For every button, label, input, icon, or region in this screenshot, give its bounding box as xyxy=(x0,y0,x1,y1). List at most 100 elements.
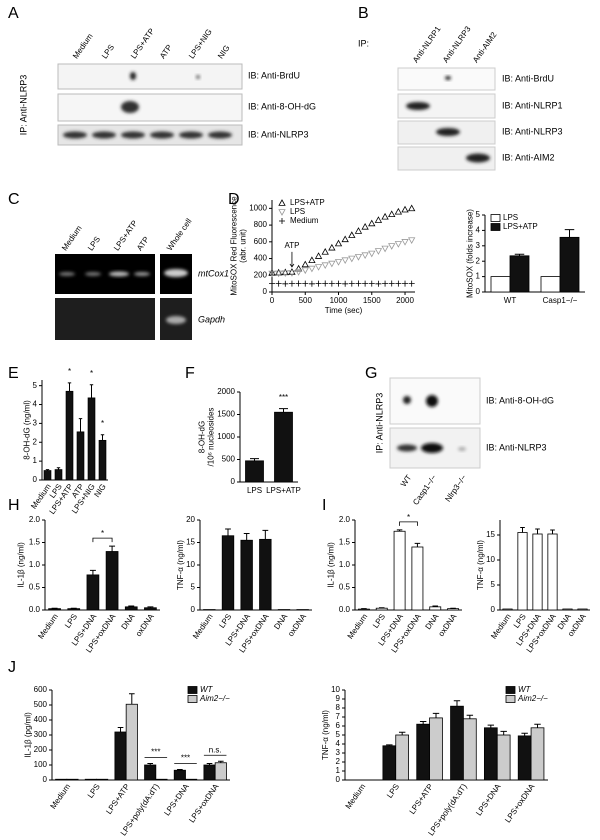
y-tick-label: 7 xyxy=(336,712,341,721)
y-tick-label: 100 xyxy=(34,760,48,769)
data-point xyxy=(321,262,329,270)
y-tick-label: 20 xyxy=(186,515,195,524)
lane-label: Whole cell xyxy=(165,217,194,253)
lane-label: Nlrp3−/− xyxy=(443,473,468,504)
bar xyxy=(214,762,227,781)
lane-label: ATP xyxy=(135,235,151,252)
bar xyxy=(502,608,513,611)
lane-label: LPS xyxy=(86,235,102,253)
data-point xyxy=(302,280,309,287)
data-point xyxy=(381,212,389,220)
ib-label: IB: Anti-NLRP3 xyxy=(248,129,309,139)
bands xyxy=(63,131,232,139)
y-tick-label: 5 xyxy=(33,381,38,390)
lane-label: oxDNA xyxy=(134,612,156,638)
bar xyxy=(185,778,198,781)
bar xyxy=(559,236,580,293)
lane-label: LPS+DNA xyxy=(474,782,503,818)
data-point xyxy=(368,219,376,227)
bar xyxy=(375,607,388,611)
bar xyxy=(429,606,442,611)
bar xyxy=(429,717,443,781)
y-tick-label: 500 xyxy=(222,455,236,464)
data-point xyxy=(288,280,295,287)
lane-label: DNA xyxy=(120,612,137,632)
bar xyxy=(395,734,410,781)
x-axis-label: Time (sec) xyxy=(325,306,363,315)
error-bar xyxy=(250,458,259,461)
y-tick-label: 3 xyxy=(336,748,341,757)
error-bar xyxy=(279,408,288,413)
error-bar xyxy=(521,732,528,736)
x-tick-label: 2000 xyxy=(396,296,414,305)
error-bar xyxy=(419,721,427,725)
bar xyxy=(144,764,157,781)
data-point xyxy=(361,252,369,260)
annotation: ATP xyxy=(284,241,299,250)
error-bar xyxy=(56,467,61,470)
legend-swatch xyxy=(490,223,501,231)
y-axis-label: TNF-α (ng/ml) xyxy=(176,540,185,590)
band xyxy=(458,447,466,451)
y-tick-label: 500 xyxy=(34,700,48,709)
y-axis-label: IL-1β (pg/ml) xyxy=(23,712,32,758)
x-tick-label: 500 xyxy=(299,296,313,305)
data-point xyxy=(294,269,303,276)
data-point xyxy=(341,235,349,243)
data-point xyxy=(268,270,276,278)
lane-label: Medium xyxy=(71,32,95,61)
y-tick-label: 0.5 xyxy=(29,583,41,592)
bar xyxy=(517,532,528,611)
error-bar xyxy=(78,418,83,432)
x-tick-label: 1500 xyxy=(363,296,381,305)
y-tick-label: 0 xyxy=(191,605,196,614)
y-tick-label: 600 xyxy=(34,685,48,694)
band xyxy=(166,316,186,324)
lane-label: Anti-NLRP3 xyxy=(441,24,473,64)
legend-label: Aim2−/− xyxy=(199,694,230,703)
y-tick-label: 200 xyxy=(34,745,48,754)
panel-letter: C xyxy=(8,191,20,208)
data-point xyxy=(315,280,322,287)
data-point xyxy=(374,216,383,223)
bar xyxy=(393,530,406,611)
error-bar xyxy=(520,527,525,533)
y-tick-label: 3 xyxy=(476,241,481,250)
error-bar xyxy=(177,769,183,771)
lane-label: oxDNA xyxy=(286,612,308,638)
bar xyxy=(173,769,186,781)
annotation: * xyxy=(90,369,93,378)
y-tick-label: 0 xyxy=(231,477,236,486)
data-point xyxy=(322,280,329,287)
data-point xyxy=(388,210,396,218)
spot xyxy=(196,75,200,79)
ib-label: IB: Anti-NLRP1 xyxy=(502,100,563,110)
error-bar xyxy=(414,542,421,547)
y-tick-label: 9 xyxy=(336,694,341,703)
data-point xyxy=(328,243,336,251)
bar xyxy=(96,778,109,781)
data-point xyxy=(368,250,376,258)
data-point xyxy=(394,241,403,248)
y-tick-label: 5 xyxy=(191,583,196,592)
y-tick-label: 0 xyxy=(476,287,481,296)
annotation: * xyxy=(407,513,410,522)
error-bar xyxy=(128,605,135,607)
legend-swatch xyxy=(187,686,198,694)
y-axis-label: 8-OH-dG xyxy=(198,421,207,453)
data-point xyxy=(268,268,276,276)
y-tick-label: 0.0 xyxy=(339,605,351,614)
ip-label: IP: Anti-NLRP3 xyxy=(18,75,28,136)
data-point xyxy=(269,280,275,287)
error-bar xyxy=(128,693,135,705)
lane-label: Casp1−/− xyxy=(411,473,438,507)
bar xyxy=(155,778,168,781)
data-point xyxy=(334,259,343,266)
bar xyxy=(517,735,532,781)
y-axis-label: IL-1β (ng/ml) xyxy=(16,542,25,588)
lane-label: NIG xyxy=(216,44,232,61)
y-tick-label: 4 xyxy=(476,226,481,235)
error-bar xyxy=(262,529,269,540)
bar xyxy=(54,469,63,481)
